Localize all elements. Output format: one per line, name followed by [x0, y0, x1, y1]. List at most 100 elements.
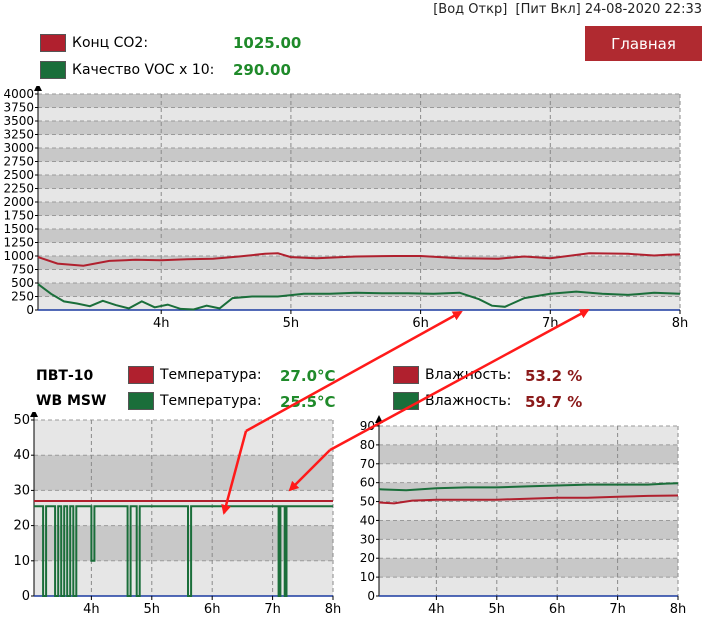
- x-tick-label: 5h: [144, 602, 161, 617]
- y-tick-label: 1500: [3, 222, 34, 236]
- co2-voc-chart: 0250500750100012501500175020002250250027…: [3, 86, 689, 331]
- y-axis-arrow-icon: [375, 415, 383, 423]
- x-tick-label: 8h: [325, 602, 342, 617]
- x-tick-label: 6h: [412, 316, 429, 331]
- x-tick-label: 8h: [672, 316, 689, 331]
- y-tick-label: 250: [11, 290, 34, 304]
- y-tick-label: 1750: [3, 209, 34, 223]
- legend-swatch-voc: [40, 61, 66, 79]
- x-tick-label: 6h: [204, 602, 221, 617]
- series-line-0: [37, 252, 681, 267]
- y-tick-label: 750: [11, 263, 34, 277]
- temp-value-pvt10: 27.0°C: [280, 367, 336, 385]
- y-tick-label: 50: [13, 413, 30, 428]
- legend-swatch-co2: [40, 34, 66, 52]
- y-tick-label: 0: [367, 589, 375, 603]
- y-tick-label: 70: [360, 457, 375, 471]
- voc-value: 290.00: [233, 61, 291, 79]
- y-tick-label: 60: [360, 476, 375, 490]
- legend-hum-pvt10: Влажность:: [393, 366, 511, 384]
- legend-co2: Конц CO2:: [40, 34, 148, 52]
- legend-label-co2: Конц CO2:: [72, 35, 149, 51]
- grid-band: [379, 558, 678, 578]
- temperature-chart: 0 10 20 30 40 50 4h 5h 6h 7h 8h: [13, 412, 342, 617]
- y-axis-arrow-icon: [30, 412, 38, 417]
- x-tick-label: 7h: [542, 316, 559, 331]
- y-tick-label: 2500: [3, 168, 34, 182]
- y-tick-label: 500: [11, 276, 34, 290]
- legend-temp-pvt10: Температура:: [128, 366, 262, 384]
- series-line-1: [34, 505, 333, 597]
- grid-band: [38, 148, 680, 162]
- y-tick-label: 90: [360, 419, 375, 433]
- grid-band: [38, 229, 680, 243]
- grid-band: [38, 121, 680, 135]
- status-bar: [Вод Откр] [Пит Вкл] 24-08-2020 22:33: [433, 2, 702, 17]
- hum-value-wbmsw: 59.7 %: [525, 393, 583, 411]
- legend-swatch-hum-pvt10: [393, 366, 419, 384]
- y-tick-label: 50: [360, 495, 375, 509]
- hum-label-wbmsw: Влажность:: [425, 393, 512, 409]
- y-axis-arrow-icon: [34, 86, 42, 91]
- co2-value: 1025.00: [233, 34, 302, 52]
- y-tick-label: 4000: [3, 87, 34, 101]
- water-status: [Вод Откр]: [433, 2, 508, 17]
- legend-temp-wbmsw: Температура:: [128, 392, 262, 410]
- main-button[interactable]: Главная: [585, 26, 702, 61]
- x-tick-label: 5h: [283, 316, 300, 331]
- grid-band: [38, 175, 680, 189]
- x-tick-label: 7h: [264, 602, 281, 617]
- y-tick-label: 40: [13, 448, 30, 463]
- y-tick-label: 3000: [3, 141, 34, 155]
- legend-swatch-hum-wbmsw: [393, 392, 419, 410]
- legend-hum-wbmsw: Влажность:: [393, 392, 511, 410]
- grid-band: [38, 94, 680, 108]
- humidity-chart: 0 10 20 30 40 50 60 70 80 90 4h 5h 6h 7h 8h: [360, 415, 687, 617]
- x-tick-label: 7h: [609, 602, 626, 617]
- hum-label-pvt10: Влажность:: [425, 367, 512, 383]
- x-tick-label: 5h: [489, 602, 506, 617]
- y-tick-label: 3250: [3, 128, 34, 142]
- y-tick-label: 2000: [3, 195, 34, 209]
- legend-voc: Качество VOC x 10:: [40, 61, 214, 79]
- y-tick-label: 0: [26, 303, 34, 317]
- y-tick-label: 40: [360, 513, 375, 527]
- x-tick-label: 4h: [83, 602, 100, 617]
- y-tick-label: 80: [360, 438, 375, 452]
- y-tick-label: 30: [360, 532, 375, 546]
- y-tick-label: 1250: [3, 236, 34, 250]
- legend-swatch-temp-pvt10: [128, 366, 154, 384]
- x-tick-label: 8h: [670, 602, 687, 617]
- grid-band: [34, 525, 333, 561]
- series-line-0: [378, 494, 679, 505]
- grid-band: [379, 444, 678, 464]
- grid-band: [38, 283, 680, 297]
- y-tick-label: 3750: [3, 101, 34, 115]
- grid-band: [38, 256, 680, 270]
- y-tick-label: 3500: [3, 114, 34, 128]
- x-tick-label: 4h: [153, 316, 170, 331]
- grid-band: [34, 455, 333, 491]
- y-tick-label: 2750: [3, 155, 34, 169]
- series-line-1: [37, 283, 681, 311]
- y-tick-label: 10: [360, 570, 375, 584]
- legend-swatch-temp-wbmsw: [128, 392, 154, 410]
- temp-value-wbmsw: 25.5°C: [280, 393, 336, 411]
- y-tick-label: 1000: [3, 249, 34, 263]
- grid-band: [379, 520, 678, 540]
- hum-value-pvt10: 53.2 %: [525, 367, 583, 385]
- y-tick-label: 2250: [3, 182, 34, 196]
- x-tick-label: 4h: [428, 602, 445, 617]
- y-tick-label: 0: [22, 589, 30, 604]
- grid-band: [38, 202, 680, 216]
- temp-label-pvt10: Температура:: [160, 367, 262, 383]
- y-tick-label: 20: [13, 519, 30, 534]
- datetime: 24-08-2020 22:33: [584, 2, 702, 17]
- sensor-name-pvt10: ПВТ-10: [36, 368, 94, 384]
- y-tick-label: 10: [13, 554, 30, 569]
- plot-area: [34, 420, 333, 596]
- x-tick-label: 6h: [549, 602, 566, 617]
- temp-label-wbmsw: Температура:: [160, 393, 262, 409]
- y-tick-label: 20: [360, 551, 375, 565]
- sensor-name-wbmsw: WB MSW: [36, 393, 107, 409]
